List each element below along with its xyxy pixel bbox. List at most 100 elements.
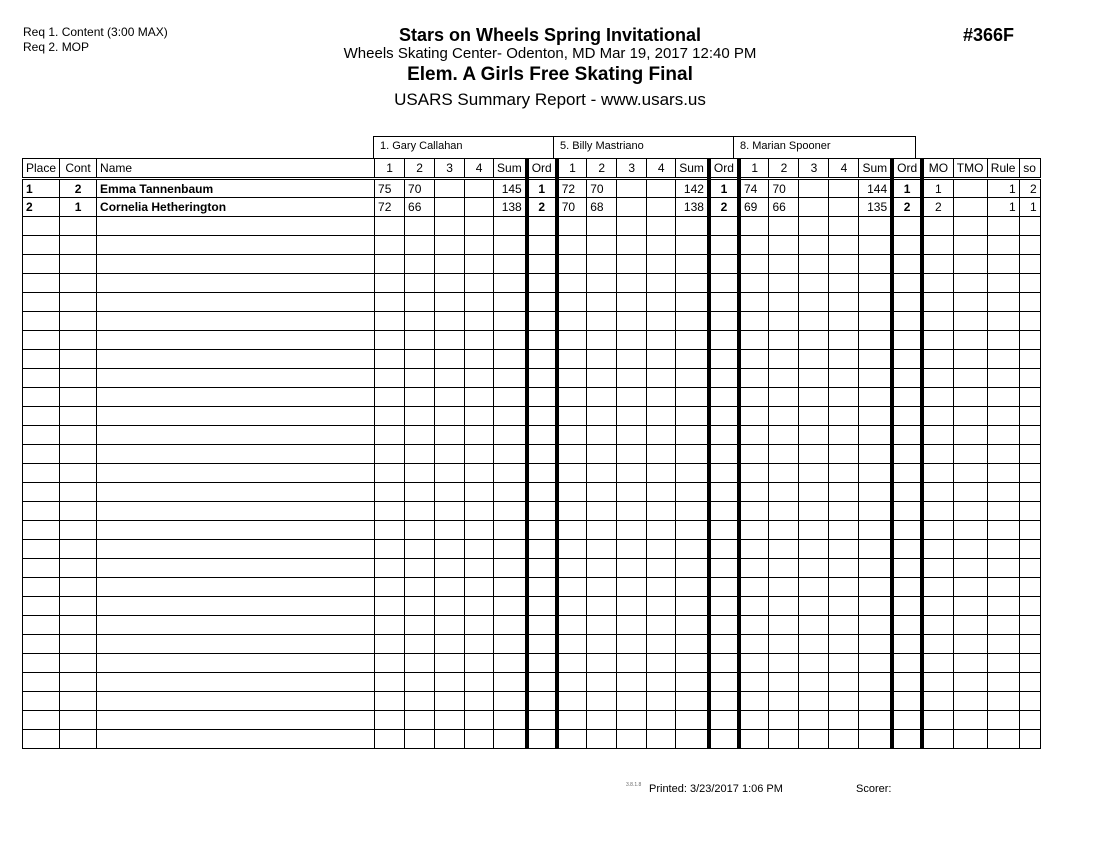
score-cell bbox=[586, 463, 618, 483]
ord-cell bbox=[524, 292, 558, 312]
table-row bbox=[21, 425, 1041, 445]
sum-cell bbox=[493, 710, 528, 730]
tmo-cell bbox=[952, 691, 988, 711]
score-cell bbox=[374, 539, 406, 559]
score-cell bbox=[768, 311, 800, 331]
mo-cell bbox=[920, 368, 954, 388]
score-cell bbox=[404, 615, 436, 635]
sum-cell bbox=[675, 349, 710, 369]
ord-cell bbox=[706, 368, 740, 388]
sum-cell bbox=[675, 539, 710, 559]
score-cell bbox=[798, 558, 830, 578]
so-cell: 1 bbox=[1018, 197, 1041, 217]
score-cell: 74 bbox=[736, 178, 770, 198]
ord-cell bbox=[890, 292, 923, 312]
ord-cell bbox=[890, 482, 923, 502]
col-score: 1 bbox=[374, 158, 406, 180]
col-score: 2 bbox=[768, 158, 800, 180]
so-cell bbox=[1018, 691, 1041, 711]
place-cell bbox=[21, 634, 61, 654]
score-cell bbox=[736, 558, 770, 578]
mo-cell bbox=[920, 520, 954, 540]
judge-3-header: 8. Marian Spooner bbox=[733, 136, 916, 158]
sum-cell bbox=[493, 691, 528, 711]
score-cell bbox=[554, 254, 588, 274]
score-cell bbox=[464, 710, 495, 730]
score-cell bbox=[616, 520, 648, 540]
score-cell bbox=[768, 596, 800, 616]
tmo-cell bbox=[952, 577, 988, 597]
score-cell bbox=[586, 235, 618, 255]
score-cell bbox=[374, 653, 406, 673]
rule-cell bbox=[986, 596, 1020, 616]
col-mo: MO bbox=[920, 158, 954, 180]
score-cell bbox=[736, 691, 770, 711]
score-cell bbox=[586, 501, 618, 521]
name-cell bbox=[96, 273, 376, 293]
score-cell bbox=[616, 425, 648, 445]
score-cell bbox=[646, 273, 677, 293]
ord-cell bbox=[706, 634, 740, 654]
table-row bbox=[21, 501, 1041, 521]
ord-cell: 1 bbox=[890, 178, 923, 198]
score-cell bbox=[464, 444, 495, 464]
sum-cell bbox=[675, 653, 710, 673]
score-cell bbox=[736, 672, 770, 692]
ord-cell bbox=[524, 501, 558, 521]
score-cell bbox=[586, 634, 618, 654]
sum-cell: 144 bbox=[858, 178, 893, 198]
ord-cell bbox=[706, 577, 740, 597]
sum-cell bbox=[493, 311, 528, 331]
cont-cell: 1 bbox=[59, 197, 98, 217]
ord-cell bbox=[524, 463, 558, 483]
score-cell bbox=[404, 596, 436, 616]
score-cell bbox=[374, 691, 406, 711]
ord-cell bbox=[890, 729, 923, 749]
score-cell bbox=[646, 311, 677, 331]
ord-cell bbox=[706, 406, 740, 426]
mo-cell bbox=[920, 330, 954, 350]
score-cell bbox=[374, 368, 406, 388]
mo-cell bbox=[920, 691, 954, 711]
score-cell bbox=[404, 216, 436, 236]
sum-cell bbox=[858, 539, 893, 559]
name-cell bbox=[96, 406, 376, 426]
sum-cell bbox=[493, 406, 528, 426]
place-cell bbox=[21, 292, 61, 312]
sum-cell bbox=[493, 425, 528, 445]
sum-cell bbox=[858, 596, 893, 616]
cont-cell bbox=[59, 615, 98, 635]
sum-cell bbox=[858, 520, 893, 540]
so-cell bbox=[1018, 406, 1041, 426]
col-tmo: TMO bbox=[952, 158, 988, 180]
tmo-cell bbox=[952, 254, 988, 274]
score-cell bbox=[464, 311, 495, 331]
score-cell bbox=[434, 235, 466, 255]
score-cell bbox=[616, 672, 648, 692]
mo-cell bbox=[920, 558, 954, 578]
mo-cell bbox=[920, 292, 954, 312]
so-cell bbox=[1018, 710, 1041, 730]
ord-cell bbox=[524, 273, 558, 293]
tmo-cell bbox=[952, 425, 988, 445]
so-cell bbox=[1018, 520, 1041, 540]
score-cell bbox=[374, 615, 406, 635]
score-cell bbox=[464, 273, 495, 293]
header-row: Place Cont Name 1 2 3 4 Sum Ord 1 2 3 4 Sum Ord 1 2 3 4 Sum… bbox=[21, 158, 1041, 180]
mo-cell bbox=[920, 615, 954, 635]
score-cell: 68 bbox=[586, 197, 618, 217]
table-row: 2 1 Cornelia Hetherington 72 66 138 2 70 68 138 2 6… bbox=[21, 197, 1041, 217]
score-cell bbox=[434, 596, 466, 616]
ord-cell bbox=[706, 254, 740, 274]
score-cell bbox=[434, 463, 466, 483]
sum-cell bbox=[858, 349, 893, 369]
ord-cell bbox=[706, 216, 740, 236]
mo-cell: 1 bbox=[920, 178, 954, 198]
col-score: 2 bbox=[404, 158, 436, 180]
score-cell bbox=[646, 634, 677, 654]
score-cell bbox=[646, 330, 677, 350]
name-cell: Cornelia Hetherington bbox=[96, 197, 376, 217]
score-cell bbox=[616, 178, 648, 198]
score-cell bbox=[736, 425, 770, 445]
score-cell bbox=[798, 254, 830, 274]
